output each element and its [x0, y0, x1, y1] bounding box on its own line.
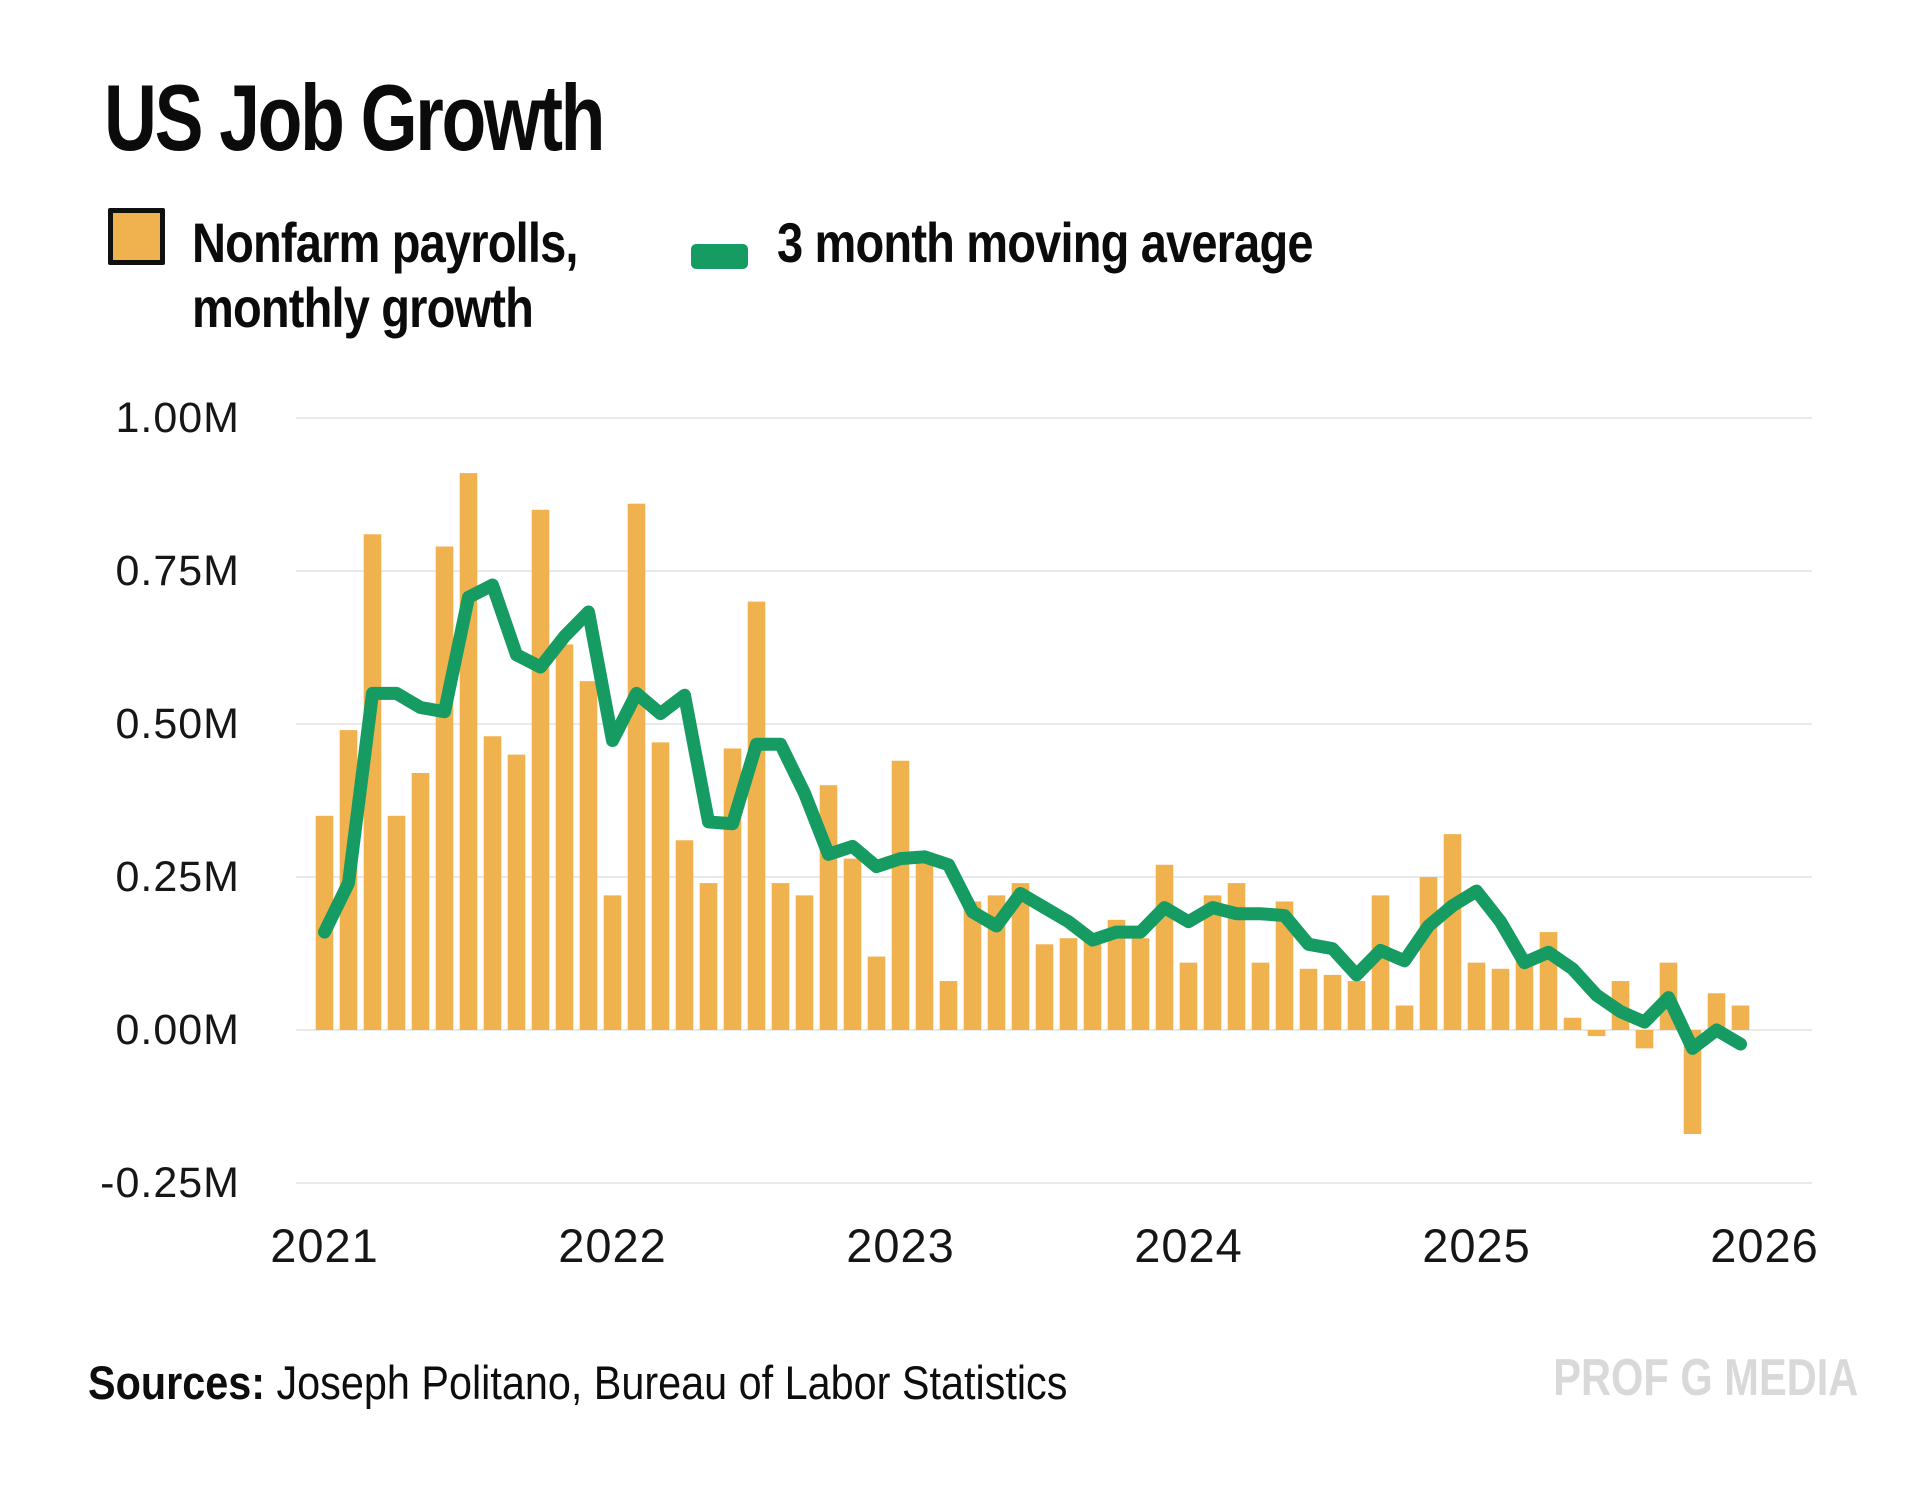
legend-bar-label: Nonfarm payrolls, monthly growth	[192, 210, 578, 340]
bar	[1155, 864, 1174, 1030]
x-tick-label: 2021	[270, 1219, 379, 1272]
bar	[1395, 1005, 1414, 1030]
bar	[555, 644, 574, 1030]
bar	[627, 503, 646, 1030]
x-tick-label: 2022	[558, 1219, 667, 1272]
y-tick-label: 0.00M	[115, 1006, 240, 1054]
bar	[1563, 1017, 1582, 1030]
bar	[603, 895, 622, 1030]
bar	[435, 546, 454, 1030]
bar	[1515, 956, 1534, 1030]
bar	[939, 981, 958, 1030]
bar	[1227, 883, 1246, 1030]
bar	[963, 901, 982, 1030]
legend-bar-swatch	[108, 208, 165, 265]
bar	[1203, 895, 1222, 1030]
bar	[1299, 968, 1318, 1030]
sources-label: Sources:	[88, 1356, 266, 1409]
watermark: PROF G MEDIA	[1552, 1349, 1858, 1407]
y-tick-label: 0.50M	[115, 700, 240, 748]
bar	[1491, 968, 1510, 1030]
moving-average-line	[318, 578, 1747, 1055]
bar	[1251, 962, 1270, 1030]
x-tick-label: 2024	[1134, 1219, 1243, 1272]
bar	[1347, 981, 1366, 1030]
x-tick-label: 2026	[1710, 1219, 1819, 1272]
legend-bar-label-line1: Nonfarm payrolls,	[192, 211, 578, 274]
x-tick-label: 2025	[1422, 1219, 1531, 1272]
bar	[1587, 1030, 1606, 1037]
bar	[915, 852, 934, 1030]
y-tick-label: 0.25M	[115, 853, 240, 901]
bar	[579, 681, 598, 1030]
bar	[699, 883, 718, 1030]
bar	[1179, 962, 1198, 1030]
y-tick-label: 1.00M	[115, 394, 240, 442]
x-tick-label: 2023	[846, 1219, 955, 1272]
bar	[1131, 938, 1150, 1030]
bar	[1707, 993, 1726, 1030]
bar	[1635, 1030, 1654, 1049]
bar	[843, 858, 862, 1030]
bar	[363, 534, 382, 1030]
bar	[1443, 834, 1462, 1030]
bar	[1083, 938, 1102, 1030]
bar	[1467, 962, 1486, 1030]
page-title: US Job Growth	[104, 65, 605, 170]
bar	[483, 736, 502, 1030]
legend-line-label: 3 month moving average	[777, 211, 1314, 274]
bar	[1275, 901, 1294, 1030]
bar	[771, 883, 790, 1030]
bar	[867, 956, 886, 1030]
y-tick-label: -0.25M	[100, 1159, 240, 1207]
bar	[1107, 919, 1126, 1030]
bar	[411, 772, 430, 1030]
bar	[1035, 944, 1054, 1030]
bar	[891, 760, 910, 1030]
bar	[387, 815, 406, 1030]
bar	[675, 840, 694, 1030]
bar	[1731, 1005, 1750, 1030]
bar	[1011, 883, 1030, 1030]
bar	[1371, 895, 1390, 1030]
bar	[1059, 938, 1078, 1030]
bar	[459, 473, 478, 1031]
bar	[507, 754, 526, 1030]
bar	[651, 742, 670, 1030]
sources-note: Sources: Joseph Politano, Bureau of Labo…	[88, 1352, 1067, 1414]
bar	[1323, 974, 1342, 1030]
bar	[531, 509, 550, 1030]
y-tick-label: 0.75M	[115, 547, 240, 595]
bar	[1683, 1030, 1702, 1135]
legend-bar-label-line2: monthly growth	[192, 276, 534, 339]
bar	[795, 895, 814, 1030]
sources-text: Joseph Politano, Bureau of Labor Statist…	[265, 1356, 1068, 1409]
legend-line-swatch	[691, 244, 748, 269]
bar	[747, 601, 766, 1030]
bar	[1419, 877, 1438, 1030]
